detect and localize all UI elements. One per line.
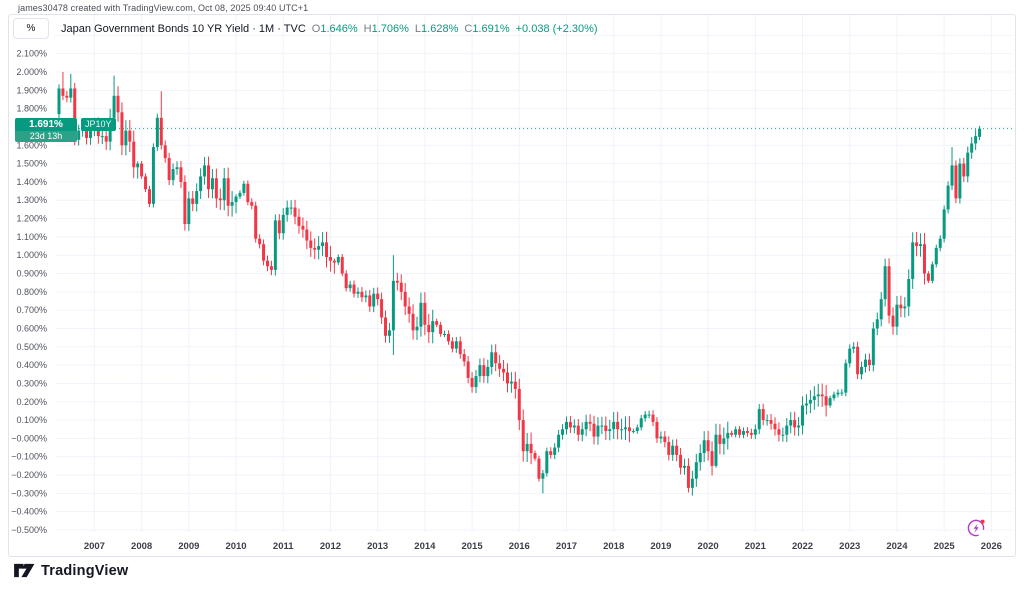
svg-text:2007: 2007: [84, 541, 105, 552]
symbol-tag: JP10Y: [81, 118, 116, 131]
boost-button[interactable]: [966, 517, 988, 539]
close-label: C: [464, 22, 473, 35]
tradingview-logo-text: TradingView: [41, 562, 129, 579]
svg-text:−0.400%: −0.400%: [11, 507, 47, 517]
svg-text:2010: 2010: [225, 541, 246, 552]
svg-text:1.300%: 1.300%: [16, 195, 47, 205]
low-value: 1.628%: [421, 22, 459, 35]
svg-text:0.200%: 0.200%: [16, 397, 47, 407]
svg-text:1.400%: 1.400%: [16, 177, 47, 187]
svg-text:2008: 2008: [131, 541, 152, 552]
svg-text:1.800%: 1.800%: [16, 104, 47, 114]
chart-header: % Japan Government Bonds 10 YR Yield · 1…: [13, 18, 598, 39]
candlestick-chart[interactable]: 2.100%2.000%1.900%1.800%1.700%1.600%1.50…: [9, 15, 1013, 554]
svg-text:0.800%: 0.800%: [16, 287, 47, 297]
svg-text:2013: 2013: [367, 541, 388, 552]
open-label: O: [311, 22, 321, 35]
low-label: L: [414, 22, 422, 35]
svg-text:1.100%: 1.100%: [16, 232, 47, 242]
svg-text:2022: 2022: [792, 541, 813, 552]
tradingview-logo[interactable]: TradingView: [14, 562, 128, 579]
svg-text:2018: 2018: [603, 541, 624, 552]
svg-text:1.600%: 1.600%: [16, 140, 47, 150]
svg-text:1.900%: 1.900%: [16, 85, 47, 95]
close-value: 1.691%: [472, 22, 510, 35]
tradingview-logo-icon: [14, 563, 35, 578]
svg-text:2014: 2014: [414, 541, 436, 552]
last-price-value: 1.691%: [15, 118, 77, 131]
svg-text:2009: 2009: [178, 541, 199, 552]
bar-countdown: 23d 13h: [15, 131, 77, 142]
svg-text:2026: 2026: [981, 541, 1002, 552]
last-price-label: 1.691% 23d 13h: [15, 118, 77, 142]
svg-text:0.600%: 0.600%: [16, 323, 47, 333]
attribution-text: james30478 created with TradingView.com,…: [18, 3, 309, 13]
high-value: 1.706%: [371, 22, 409, 35]
symbol-title: Japan Government Bonds 10 YR Yield · 1M …: [61, 22, 306, 35]
svg-text:2015: 2015: [461, 541, 483, 552]
svg-text:2024: 2024: [886, 541, 908, 552]
svg-text:−0.200%: −0.200%: [11, 470, 47, 480]
high-label: H: [363, 22, 372, 35]
svg-text:2025: 2025: [934, 541, 956, 552]
svg-text:2019: 2019: [650, 541, 671, 552]
symbol-title-row: Japan Government Bonds 10 YR Yield · 1M …: [61, 23, 598, 35]
svg-text:2011: 2011: [273, 541, 294, 552]
svg-text:2.100%: 2.100%: [16, 49, 47, 59]
tradingview-chart-widget: 2.100%2.000%1.900%1.800%1.700%1.600%1.50…: [8, 14, 1016, 557]
svg-text:2020: 2020: [698, 541, 719, 552]
svg-text:2.000%: 2.000%: [16, 67, 47, 77]
svg-text:2016: 2016: [509, 541, 530, 552]
svg-text:−0.500%: −0.500%: [11, 525, 47, 535]
svg-text:1.200%: 1.200%: [16, 214, 47, 224]
svg-text:0.100%: 0.100%: [16, 415, 47, 425]
svg-text:2017: 2017: [556, 541, 577, 552]
svg-text:0.500%: 0.500%: [16, 342, 47, 352]
open-value: 1.646%: [320, 22, 358, 35]
svg-text:0.300%: 0.300%: [16, 378, 47, 388]
change-value: +0.038 (+2.30%): [515, 22, 598, 35]
lightning-icon: [967, 519, 985, 537]
svg-text:1.000%: 1.000%: [16, 250, 47, 260]
svg-text:0.900%: 0.900%: [16, 269, 47, 279]
svg-text:2012: 2012: [320, 541, 341, 552]
svg-text:−0.000%: −0.000%: [11, 433, 47, 443]
svg-text:−0.100%: −0.100%: [11, 452, 47, 462]
percent-scale-button[interactable]: %: [13, 18, 49, 39]
svg-text:2021: 2021: [745, 541, 767, 552]
svg-text:0.700%: 0.700%: [16, 305, 47, 315]
svg-text:1.500%: 1.500%: [16, 159, 47, 169]
svg-text:0.400%: 0.400%: [16, 360, 47, 370]
svg-text:−0.300%: −0.300%: [11, 488, 47, 498]
notification-dot: [980, 519, 985, 524]
svg-text:2023: 2023: [839, 541, 860, 552]
